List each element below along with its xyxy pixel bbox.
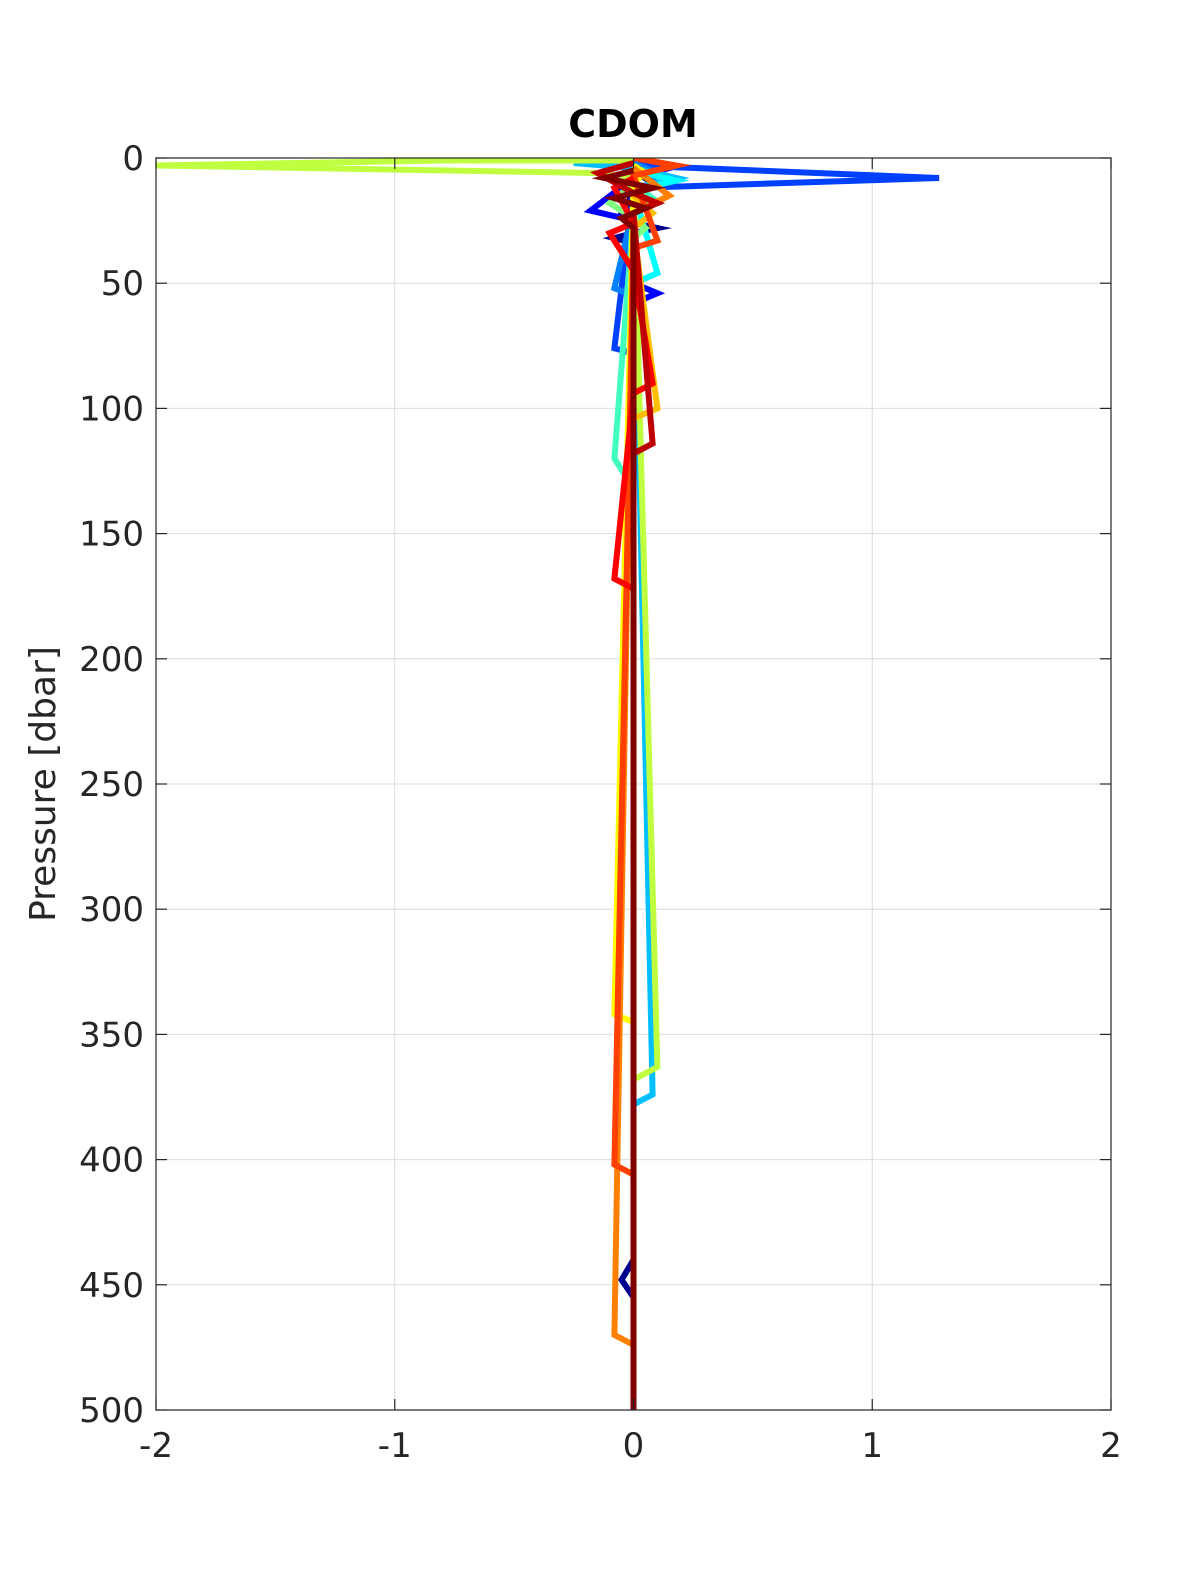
series-lines <box>156 158 940 1410</box>
y-tick-label: 50 <box>101 264 144 304</box>
y-tick-label: 450 <box>79 1266 144 1306</box>
y-tick-label: 500 <box>79 1391 144 1431</box>
y-tick-label: 0 <box>122 139 144 179</box>
series-line-13 <box>611 158 692 1410</box>
y-tick-label: 350 <box>79 1015 144 1055</box>
x-tick-label: 2 <box>1100 1426 1122 1466</box>
y-axis-label: Pressure [dbar] <box>23 646 64 922</box>
x-tick-label: 1 <box>861 1426 883 1466</box>
x-tick-label: 0 <box>623 1426 645 1466</box>
series-line-16 <box>591 167 666 1410</box>
y-tick-label: 300 <box>79 890 144 930</box>
x-tick-label: -2 <box>139 1426 173 1466</box>
y-tick-label: 100 <box>79 389 144 429</box>
y-tick-label: 250 <box>79 765 144 805</box>
y-tick-label: 400 <box>79 1141 144 1181</box>
axis-ticks: -2 -1 0 1 2 0 50 100 150 200 250 300 350 400 450 500 <box>79 139 1122 1466</box>
x-tick-label: -1 <box>378 1426 412 1466</box>
y-tick-label: 150 <box>79 515 144 555</box>
y-tick-label: 200 <box>79 640 144 680</box>
chart-title: CDOM <box>568 102 698 146</box>
